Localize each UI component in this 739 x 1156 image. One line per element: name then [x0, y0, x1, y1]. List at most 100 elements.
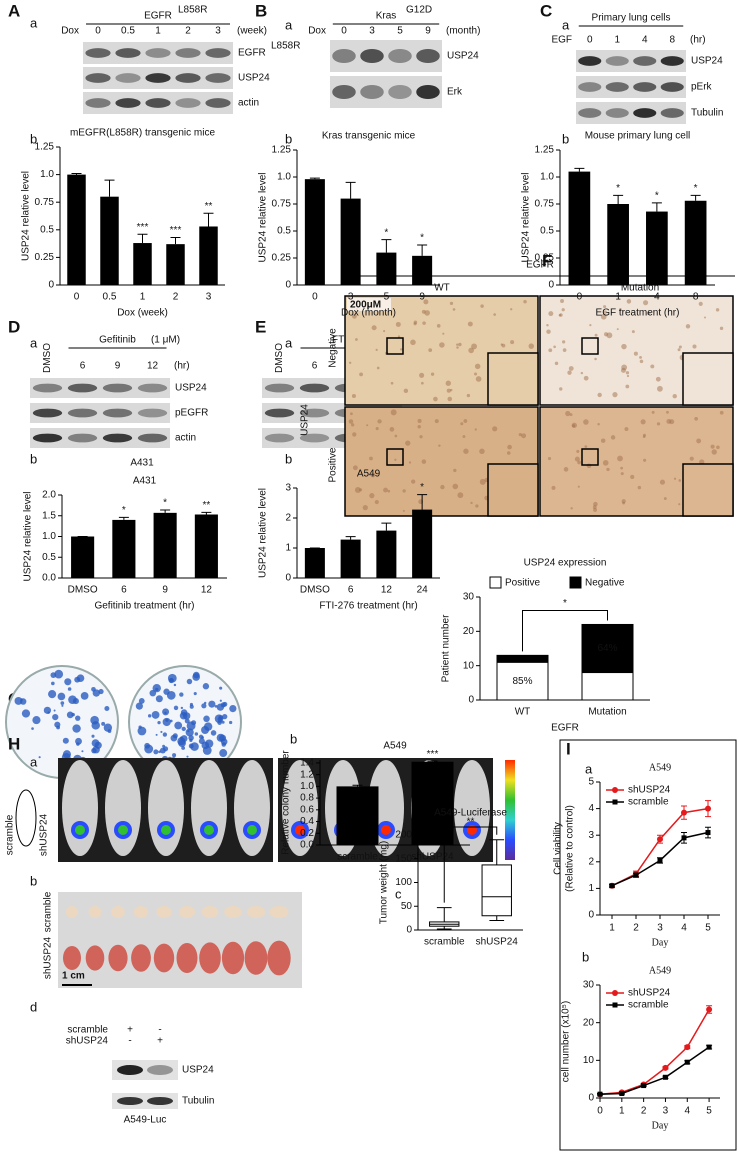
lane-label: 0 [95, 26, 101, 37]
band-label: Erk [447, 87, 463, 98]
colony [169, 719, 173, 723]
colony [192, 673, 200, 681]
ihc-cell [620, 466, 623, 470]
y-tick-label: 1.0 [42, 531, 56, 542]
ihc-cell [571, 424, 576, 428]
signal [75, 825, 85, 835]
colony [204, 739, 214, 748]
y-tick-label: 150 [395, 853, 412, 864]
point [706, 1044, 712, 1050]
blot-band [67, 383, 98, 393]
bar [412, 255, 433, 285]
colony [203, 722, 213, 731]
x-axis-label: FTI-276 treatment (hr) [319, 601, 417, 612]
lane-label: 6 [312, 361, 318, 372]
legend-marker [612, 799, 618, 805]
ihc-cell [456, 343, 459, 346]
x-tick-label: 1 [619, 1106, 625, 1117]
colony [91, 734, 95, 738]
y-tick-label: 0.4 [300, 816, 314, 827]
colony [135, 702, 143, 710]
error-bar [651, 202, 662, 212]
colony [81, 750, 84, 753]
error-bar [203, 212, 214, 227]
colony [217, 716, 223, 722]
ihc-cell [410, 339, 416, 346]
y-tick-label: 50 [401, 901, 413, 912]
ihc-cell [651, 410, 655, 414]
panel-sub: b [30, 131, 37, 146]
error-bar [613, 194, 624, 204]
colony [160, 730, 163, 734]
ihc-cell [369, 456, 373, 461]
y-tick-label: 1.25 [35, 142, 55, 153]
f-row: Positive [328, 447, 339, 482]
blot-header: EGFR [144, 11, 172, 22]
point [705, 830, 711, 836]
y-tick-label: 0 [548, 280, 554, 291]
error-bar [170, 237, 181, 245]
ihc-cell [621, 343, 627, 350]
ihc-cell [597, 423, 600, 426]
x-tick-label: 4 [654, 292, 660, 303]
ihc-cell [475, 504, 479, 508]
ihc-cell [377, 419, 382, 424]
ihc-cell [678, 479, 682, 482]
x-tick-label: 4 [684, 1106, 690, 1117]
panel-letter: C [540, 1, 552, 20]
point [662, 1064, 669, 1071]
y-tick-label: 0.5 [42, 552, 56, 563]
error-bar [574, 167, 585, 172]
ihc-cell [643, 458, 647, 462]
ihc-cell [506, 451, 511, 455]
legend-marker [612, 1002, 618, 1008]
blot-band [32, 433, 63, 443]
ihc-cell [559, 387, 563, 391]
colony [74, 676, 81, 683]
mouse [454, 760, 490, 856]
blot-strip [30, 428, 170, 448]
blot-band [332, 84, 356, 100]
ihc-cell [352, 465, 358, 471]
legend-swatch [569, 576, 582, 589]
point [662, 1074, 668, 1080]
chart-title: A549 [383, 741, 407, 752]
signal [204, 825, 214, 835]
x-tick-label: 6 [348, 585, 354, 596]
x-tick-label: Mutation [588, 707, 626, 718]
ihc-cell [395, 321, 401, 327]
colony [186, 721, 196, 731]
ihc-cell [546, 329, 551, 334]
bar [199, 226, 218, 285]
y-axis-label: USP24 relative level [521, 172, 532, 262]
tumor [156, 906, 172, 918]
bar [607, 204, 629, 285]
colony [169, 678, 174, 682]
ihc-cell [642, 435, 646, 439]
bar [412, 509, 433, 578]
ihc-cell [507, 444, 512, 450]
blot-band [147, 1097, 173, 1105]
colony [101, 721, 106, 726]
panel-sub: b [285, 451, 292, 466]
y-tick-label: 2 [588, 856, 594, 867]
ihc-cell [417, 425, 421, 429]
panel-sub: b [562, 131, 569, 146]
tumor [224, 906, 242, 918]
bar [646, 211, 668, 285]
ihc-cell [389, 427, 395, 432]
ihc-cell [413, 322, 417, 326]
ihc-cell [647, 311, 651, 316]
ihc-cell [436, 324, 441, 328]
colony [66, 711, 74, 719]
bar [71, 536, 95, 578]
ihc-cell [352, 313, 357, 319]
tumor [201, 906, 219, 918]
ihc-cell [447, 396, 453, 402]
significance: * [694, 183, 698, 194]
ihc-roi [581, 337, 599, 355]
ihc-roi [581, 448, 599, 466]
y-tick-label: 1.0 [277, 172, 291, 183]
colony [38, 756, 41, 759]
legend-label: Positive [505, 578, 540, 589]
